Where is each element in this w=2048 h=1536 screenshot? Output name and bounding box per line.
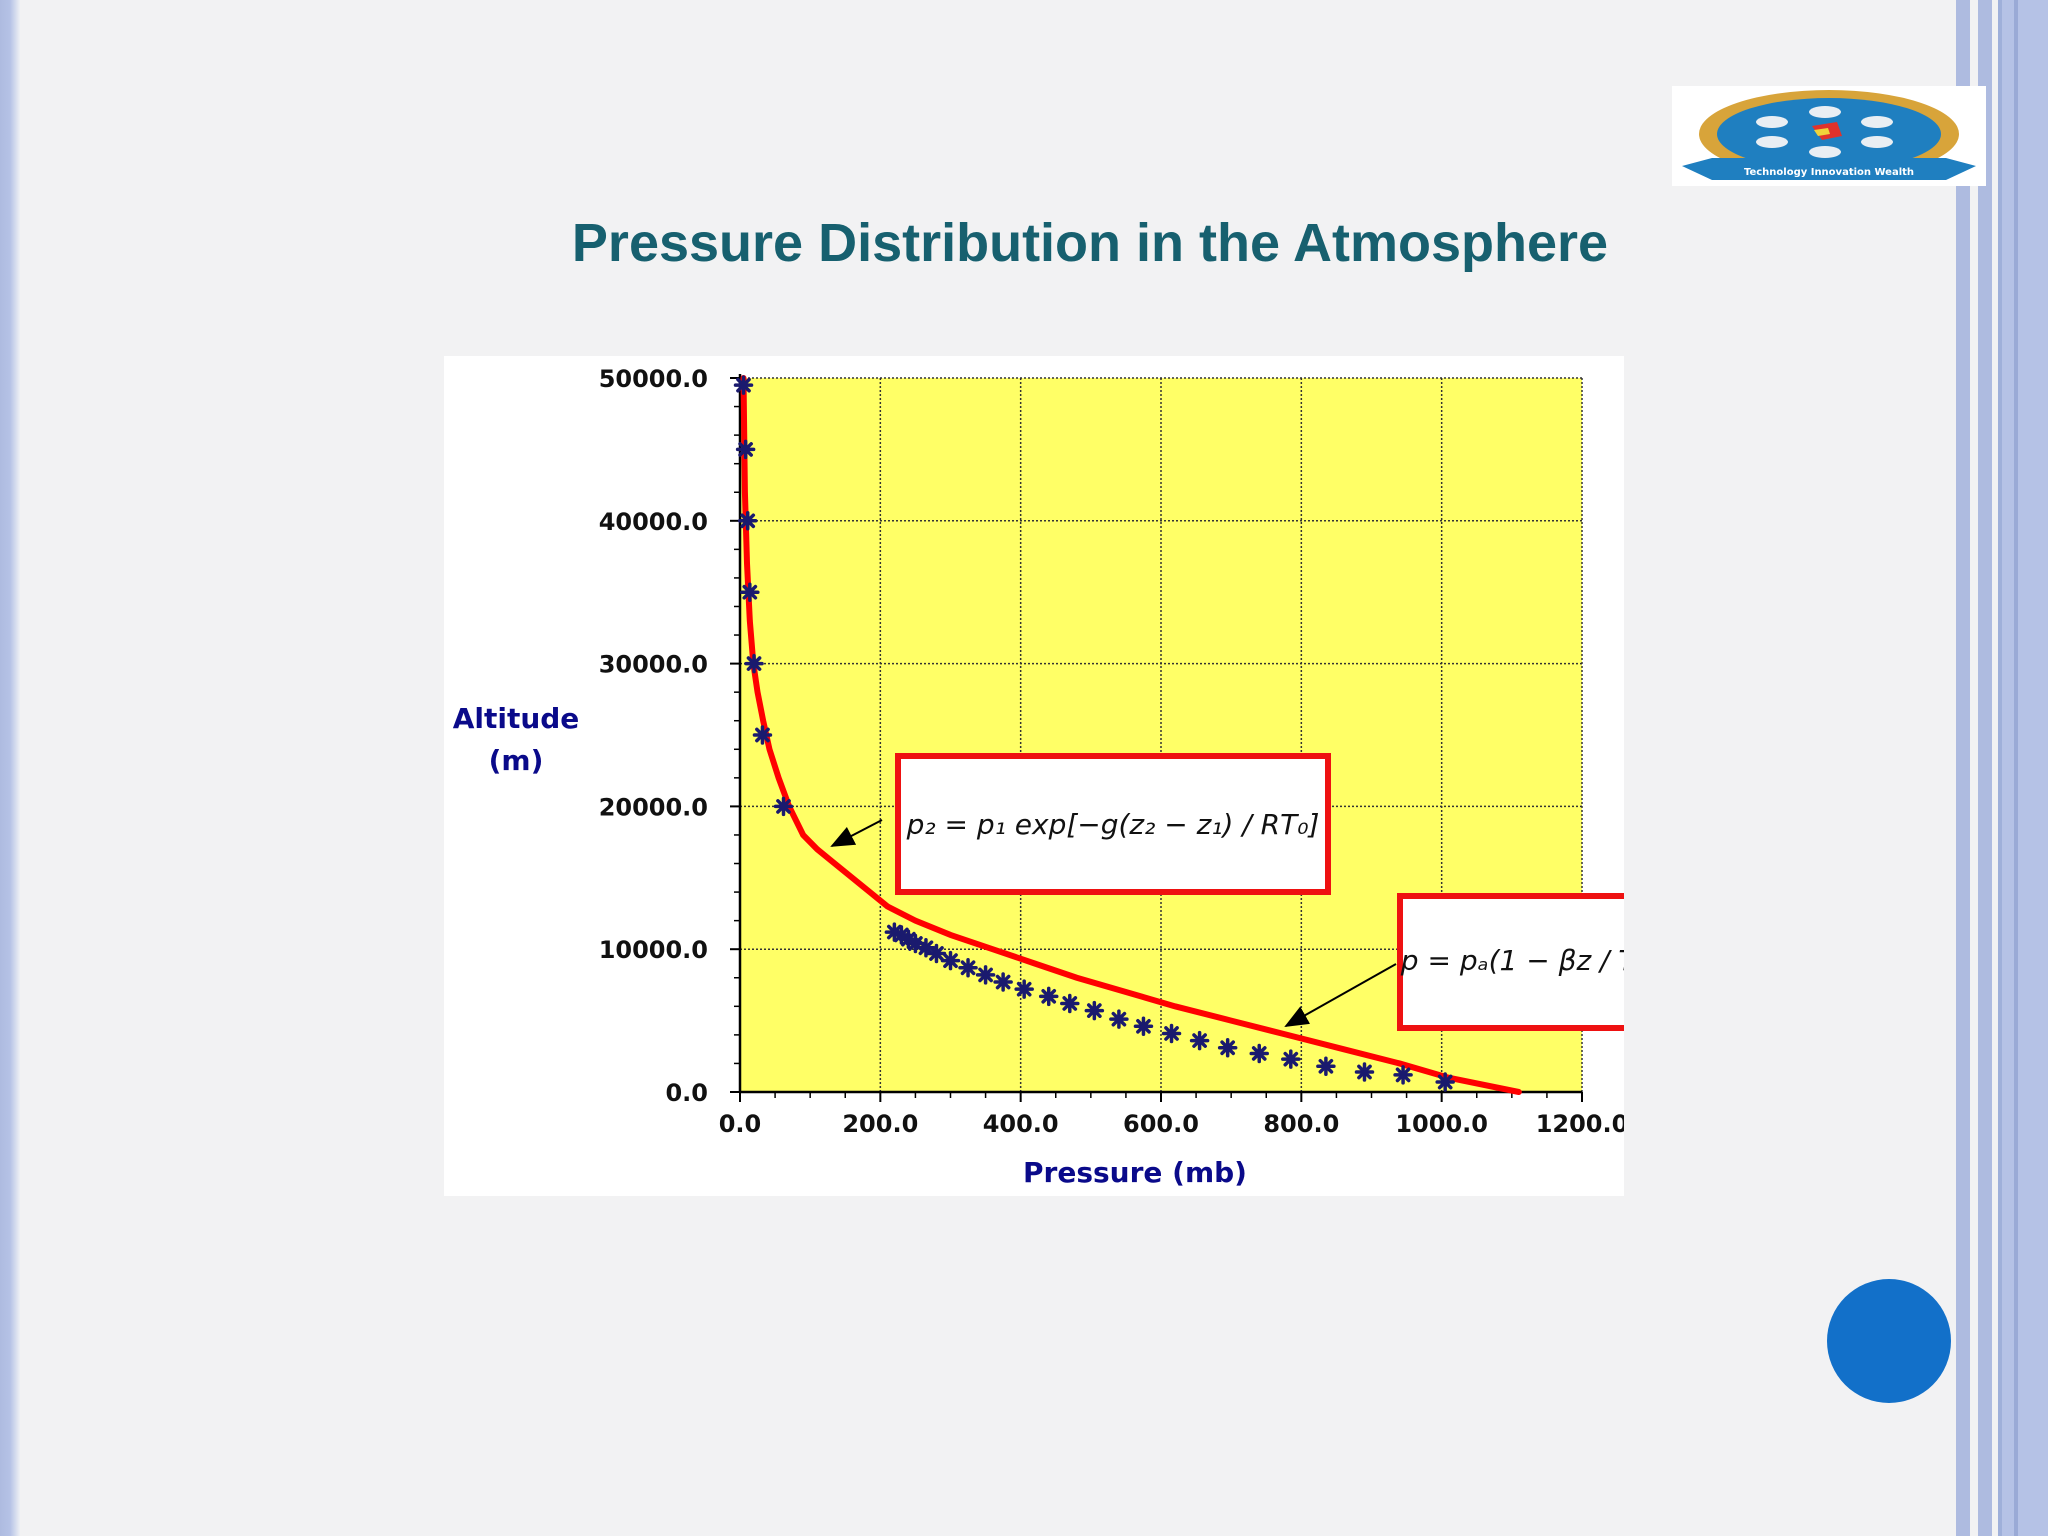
y-tick-label: 20000.0 [599,793,708,821]
data-point-marker [1316,1056,1336,1077]
x-tick-label: 200.0 [842,1110,918,1138]
eq1-formula: p₂ = p₁ exp[−g(z₂ − z₁) / RT₀] [906,808,1320,841]
data-point-marker [884,922,905,942]
data-point-marker [773,796,794,817]
eq1-arrow [830,819,883,847]
data-point-marker [1133,1016,1154,1037]
x-tick-label: 800.0 [1263,1110,1339,1138]
chart-panel: 0.0 200.0 400.0 600.0 800.0 1000.0 1200.0 0.0 1… [444,356,1771,1196]
left-decor-bar [0,0,20,1536]
data-point-marker [1038,986,1059,1007]
blue-circle-decoration [1827,1279,1951,1403]
y-axis-label-line1: Altitude [453,702,580,735]
logo-ribbon [1682,158,1976,180]
data-point-marker [744,653,764,674]
x-tick-label: 400.0 [983,1110,1059,1138]
data-point-marker [740,582,760,602]
data-point-marker [1217,1037,1238,1058]
logo-ribbon-text: Technology Innovation Wealth [1744,167,1914,178]
data-point-marker [1014,979,1034,999]
pressure-altitude-chart: 0.0 200.0 400.0 600.0 800.0 1000.0 1200.0 0.0 1… [453,365,1771,1189]
data-point-marker [1109,1009,1129,1029]
data-point-marker [1281,1049,1301,1069]
slide-title: Pressure Distribution in the Atmosphere [571,213,1609,273]
data-point-marker [975,965,996,985]
data-point-marker [1060,993,1080,1014]
x-tick-label: 1000.0 [1395,1110,1488,1138]
y-tick-label: 50000.0 [599,365,708,393]
y-tick-label: 40000.0 [599,508,708,536]
data-point-marker [1249,1043,1269,1064]
right-decor-bar-3 [1998,0,2048,1536]
x-axis-ticks: 0.0 200.0 400.0 600.0 800.0 1000.0 1200.0 [719,1092,1628,1138]
y-axis-label-line2: (m) [489,744,544,777]
data-point-marker [958,958,978,978]
eq1-box [895,753,1331,895]
x-tick-label: 600.0 [1123,1110,1199,1138]
x-axis-label: Pressure (mb) [1023,1156,1247,1189]
x-tick-label: 0.0 [719,1110,762,1138]
y-axis-ticks: 0.0 10000.0 20000.0 30000.0 40000.0 50000.0 [599,365,740,1107]
x-tick-label: 1200.0 [1536,1110,1624,1138]
right-decor-bar-1 [1956,0,1970,1536]
data-point-marker [1393,1065,1413,1085]
data-point-marker [752,725,773,745]
eq2-arrow [1284,963,1397,1027]
series-markers [733,375,1455,1092]
data-point-marker [1354,1062,1375,1082]
data-point-marker [940,950,961,971]
data-point-marker [1435,1072,1455,1092]
y-tick-label: 0.0 [665,1079,708,1107]
y-tick-label: 30000.0 [599,651,708,679]
data-point-marker [737,511,758,531]
series-curve [740,375,1522,1095]
data-point-marker [733,375,754,395]
eq2-formula: p = pₐ(1 − βz / Tₐ)^(g/Rβ) [1400,944,1624,977]
data-point-marker [1161,1023,1182,1044]
right-decor-bar-2 [1978,0,1992,1536]
data-point-marker [735,439,756,460]
institution-logo: Technology Innovation Wealth [1672,86,1986,186]
y-tick-label: 10000.0 [599,936,708,964]
data-point-marker [1084,1000,1105,1021]
data-point-marker [993,972,1013,992]
data-point-marker [1189,1030,1210,1051]
logo-graphic: Technology Innovation Wealth [1682,90,1976,180]
